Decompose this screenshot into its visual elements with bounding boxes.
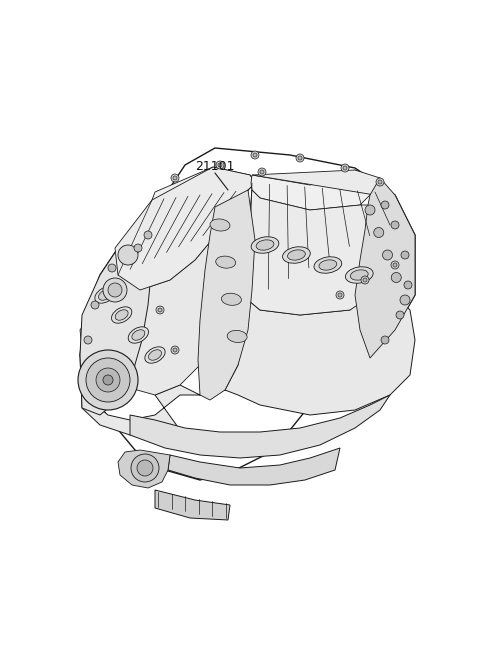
Circle shape [400,295,410,305]
Circle shape [131,454,159,482]
Circle shape [391,272,401,283]
Circle shape [144,231,152,239]
Ellipse shape [216,256,236,268]
Polygon shape [251,170,375,210]
Circle shape [103,278,127,302]
Ellipse shape [98,290,111,300]
Ellipse shape [256,240,274,250]
Circle shape [393,263,397,267]
Circle shape [383,250,393,260]
Circle shape [216,161,224,169]
Circle shape [381,201,389,209]
Ellipse shape [227,331,247,342]
Circle shape [173,348,177,352]
Ellipse shape [221,293,241,305]
Circle shape [378,180,382,184]
Circle shape [108,264,116,272]
Circle shape [298,156,302,160]
Ellipse shape [115,310,128,320]
Circle shape [361,276,369,284]
Polygon shape [80,285,415,435]
Ellipse shape [288,250,305,260]
Polygon shape [355,178,415,358]
Ellipse shape [350,270,368,280]
Circle shape [173,176,177,180]
Circle shape [296,154,304,162]
Circle shape [404,281,412,289]
Circle shape [84,336,92,344]
Polygon shape [130,395,390,458]
Circle shape [156,306,164,314]
Polygon shape [80,148,415,480]
Ellipse shape [283,247,310,263]
Circle shape [137,460,153,476]
Ellipse shape [128,327,148,343]
Circle shape [381,336,389,344]
Circle shape [78,350,138,410]
Circle shape [391,261,399,269]
Circle shape [336,291,344,299]
Polygon shape [155,490,230,520]
Ellipse shape [145,347,165,363]
Circle shape [343,166,347,170]
Circle shape [253,153,257,157]
Ellipse shape [210,219,230,231]
Ellipse shape [251,237,279,253]
Circle shape [391,221,399,229]
Polygon shape [198,190,255,400]
Polygon shape [245,170,395,315]
Circle shape [258,168,266,176]
Circle shape [338,293,342,297]
Circle shape [363,278,367,282]
Ellipse shape [132,330,145,340]
Circle shape [86,358,130,402]
Circle shape [218,163,222,167]
Circle shape [103,375,113,385]
Polygon shape [118,450,170,488]
Ellipse shape [95,287,115,303]
Ellipse shape [346,267,373,283]
Circle shape [396,311,404,319]
Polygon shape [115,167,255,290]
Polygon shape [80,175,255,395]
Circle shape [341,164,349,172]
Ellipse shape [111,307,132,323]
Circle shape [401,251,409,259]
Polygon shape [80,218,155,415]
Circle shape [251,151,259,159]
Ellipse shape [148,350,161,360]
Circle shape [376,178,384,186]
Circle shape [158,308,162,312]
Circle shape [108,283,122,297]
Circle shape [171,174,179,182]
Circle shape [91,301,99,309]
Circle shape [260,170,264,174]
Circle shape [118,245,138,265]
Polygon shape [168,448,340,485]
Ellipse shape [314,256,342,274]
Circle shape [171,346,179,354]
Circle shape [365,205,375,215]
Text: 21101: 21101 [195,160,235,173]
Circle shape [96,368,120,392]
Circle shape [374,228,384,237]
Ellipse shape [319,260,337,270]
Circle shape [134,244,142,252]
Polygon shape [152,167,255,210]
